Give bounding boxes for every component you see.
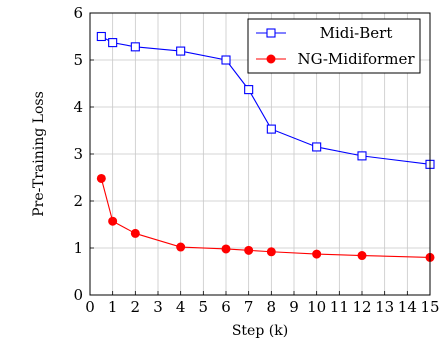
x-tick-label: 0 (85, 298, 95, 316)
data-point (130, 228, 140, 238)
data-point (176, 46, 186, 56)
legend-label: NG-Midiformer (297, 50, 415, 68)
data-point (176, 242, 186, 252)
series-line (101, 36, 431, 165)
data-point (357, 251, 367, 261)
x-tick-label: 10 (307, 298, 326, 316)
data-point (312, 142, 322, 152)
data-point (108, 216, 118, 226)
y-tick-label: 3 (73, 145, 83, 163)
x-tick-label: 8 (267, 298, 277, 316)
data-point (130, 42, 140, 52)
data-point (244, 245, 254, 255)
legend-label: Midi-Bert (320, 24, 393, 42)
series-1 (96, 173, 435, 262)
x-tick-label: 1 (108, 298, 118, 316)
legend: Midi-Bert NG-Midiformer (247, 18, 421, 74)
data-point (96, 173, 106, 183)
y-tick-label: 0 (73, 286, 83, 304)
data-point (312, 249, 322, 259)
x-tick-label: 3 (153, 298, 163, 316)
y-tick-label: 1 (73, 239, 83, 257)
data-point (108, 38, 118, 48)
series-layer (96, 31, 435, 262)
x-tick-label: 14 (398, 298, 417, 316)
x-axis-title: Step (k) (232, 323, 288, 339)
x-tick-label: 9 (289, 298, 299, 316)
y-tick-label: 4 (73, 98, 83, 116)
series-line (100, 178, 431, 258)
data-point (266, 124, 276, 134)
legend-swatch-marker (266, 54, 276, 64)
x-tick-label: 7 (244, 298, 254, 316)
x-tick-label: 4 (176, 298, 186, 316)
x-tick-label: 13 (375, 298, 394, 316)
x-tick-label: 11 (330, 298, 349, 316)
legend-swatch-marker (266, 28, 276, 38)
x-tick-label: 5 (199, 298, 209, 316)
data-point (221, 55, 231, 65)
y-tick-label: 6 (73, 4, 83, 22)
y-tick-label: 5 (73, 51, 83, 69)
x-tick-label: 12 (352, 298, 371, 316)
y-axis-title: Pre-Training Loss (31, 91, 47, 217)
data-point (221, 244, 231, 254)
x-tick-label: 15 (420, 298, 439, 316)
y-tick-label: 2 (73, 192, 83, 210)
x-tick-label: 6 (221, 298, 231, 316)
x-tick-label: 2 (131, 298, 141, 316)
data-point (266, 247, 276, 257)
legend-box (247, 18, 421, 74)
data-point (244, 85, 254, 95)
legend-item: NG-Midiformer (256, 50, 415, 68)
data-point (357, 151, 367, 161)
legend-item: Midi-Bert (256, 24, 392, 42)
data-point (96, 31, 106, 42)
